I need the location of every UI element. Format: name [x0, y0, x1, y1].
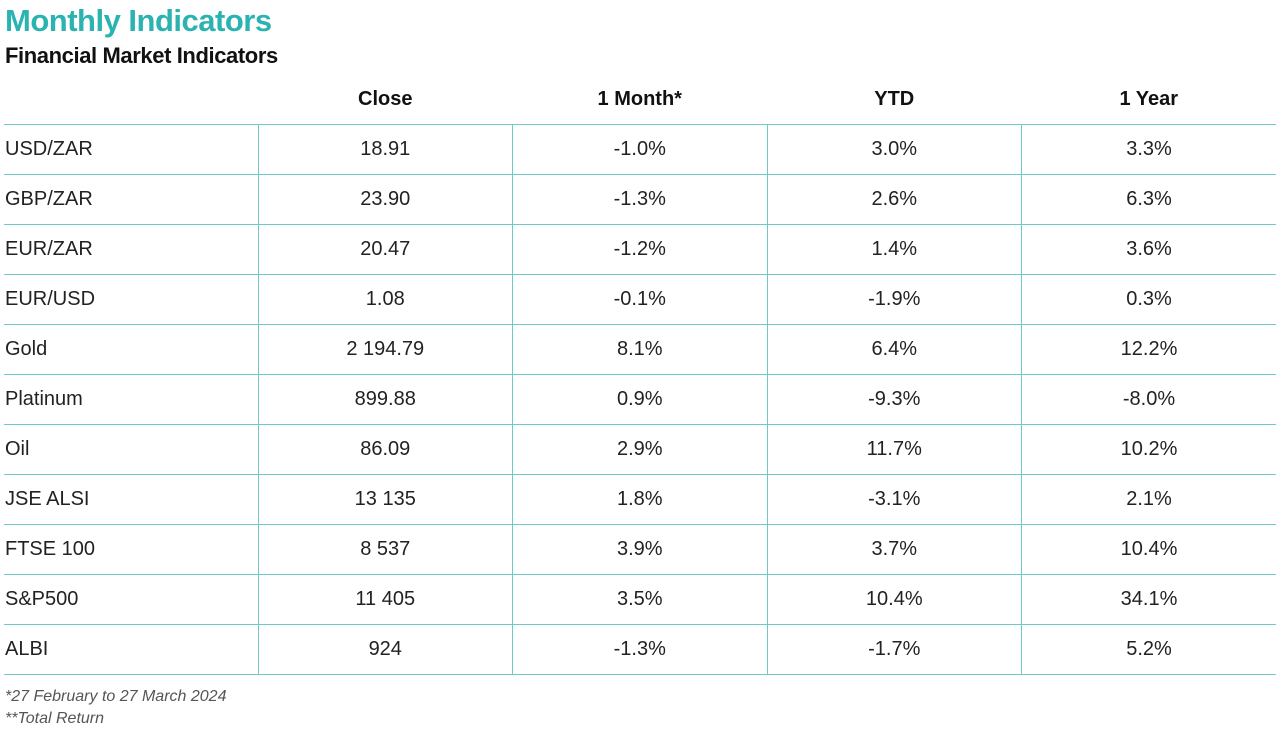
- indicators-table: Close 1 Month* YTD 1 Year USD/ZAR 18.91 …: [4, 74, 1276, 675]
- one-year-cell: 3.6%: [1021, 224, 1276, 275]
- ytd-cell: 6.4%: [766, 324, 1022, 375]
- column-header-ytd: YTD: [767, 74, 1022, 125]
- column-header-label: [4, 74, 258, 125]
- one-year-cell: 5.2%: [1021, 624, 1276, 675]
- one-month-cell: -1.2%: [512, 224, 767, 275]
- table-row: S&P500 11 405 3.5% 10.4% 34.1%: [4, 574, 1276, 625]
- ytd-cell: -9.3%: [766, 374, 1022, 425]
- ytd-cell: -1.9%: [766, 274, 1022, 325]
- ytd-cell: 10.4%: [766, 574, 1022, 625]
- row-label: ALBI: [4, 624, 258, 675]
- footnotes: *27 February to 27 March 2024 **Total Re…: [5, 686, 226, 730]
- row-label: JSE ALSI: [4, 474, 258, 525]
- one-month-cell: 2.9%: [512, 424, 767, 475]
- close-cell: 899.88: [257, 374, 513, 425]
- table-header-row: Close 1 Month* YTD 1 Year: [4, 74, 1276, 125]
- column-header-1-year: 1 Year: [1021, 74, 1276, 125]
- close-cell: 11 405: [257, 574, 513, 625]
- table-row: JSE ALSI 13 135 1.8% -3.1% 2.1%: [4, 474, 1276, 525]
- one-year-cell: 12.2%: [1021, 324, 1276, 375]
- ytd-cell: 11.7%: [766, 424, 1022, 475]
- one-month-cell: 3.9%: [512, 524, 767, 575]
- one-year-cell: 3.3%: [1021, 124, 1276, 175]
- table-row: Oil 86.09 2.9% 11.7% 10.2%: [4, 424, 1276, 475]
- footnote-period: *27 February to 27 March 2024: [5, 688, 227, 705]
- row-label: Oil: [4, 424, 258, 475]
- row-label: EUR/ZAR: [4, 224, 258, 275]
- table-row: EUR/USD 1.08 -0.1% -1.9% 0.3%: [4, 274, 1276, 325]
- page-title: Monthly Indicators: [5, 3, 272, 38]
- ytd-cell: 2.6%: [766, 174, 1022, 225]
- one-year-cell: 10.2%: [1021, 424, 1276, 475]
- row-label: EUR/USD: [4, 274, 258, 325]
- ytd-cell: -3.1%: [766, 474, 1022, 525]
- row-label: Platinum: [4, 374, 258, 425]
- table-header: Close 1 Month* YTD 1 Year: [4, 74, 1276, 125]
- one-year-cell: 6.3%: [1021, 174, 1276, 225]
- column-header-1-month: 1 Month*: [512, 74, 767, 125]
- footnote-total-return: **Total Return: [5, 710, 105, 727]
- table-row: EUR/ZAR 20.47 -1.2% 1.4% 3.6%: [4, 224, 1276, 275]
- row-label: FTSE 100: [4, 524, 258, 575]
- page-subtitle: Financial Market Indicators: [5, 43, 278, 68]
- table-row: Platinum 899.88 0.9% -9.3% -8.0%: [4, 374, 1276, 425]
- close-cell: 23.90: [257, 174, 513, 225]
- row-label: S&P500: [4, 574, 258, 625]
- close-cell: 8 537: [257, 524, 513, 575]
- one-month-cell: 8.1%: [512, 324, 767, 375]
- one-year-cell: 0.3%: [1021, 274, 1276, 325]
- one-month-cell: -1.0%: [512, 124, 767, 175]
- one-month-cell: 0.9%: [512, 374, 767, 425]
- close-cell: 18.91: [257, 124, 513, 175]
- close-cell: 1.08: [257, 274, 513, 325]
- one-year-cell: 2.1%: [1021, 474, 1276, 525]
- ytd-cell: 3.0%: [766, 124, 1022, 175]
- close-cell: 86.09: [257, 424, 513, 475]
- one-month-cell: -1.3%: [512, 624, 767, 675]
- one-month-cell: 3.5%: [512, 574, 767, 625]
- row-label: USD/ZAR: [4, 124, 258, 175]
- table-row: ALBI 924 -1.3% -1.7% 5.2%: [4, 624, 1276, 675]
- close-cell: 20.47: [257, 224, 513, 275]
- one-year-cell: 34.1%: [1021, 574, 1276, 625]
- column-header-close: Close: [258, 74, 513, 125]
- close-cell: 13 135: [257, 474, 513, 525]
- close-cell: 2 194.79: [257, 324, 513, 375]
- one-month-cell: 1.8%: [512, 474, 767, 525]
- ytd-cell: 1.4%: [766, 224, 1022, 275]
- close-cell: 924: [257, 624, 513, 675]
- row-label: Gold: [4, 324, 258, 375]
- one-year-cell: -8.0%: [1021, 374, 1276, 425]
- one-month-cell: -1.3%: [512, 174, 767, 225]
- one-year-cell: 10.4%: [1021, 524, 1276, 575]
- table-row: Gold 2 194.79 8.1% 6.4% 12.2%: [4, 324, 1276, 375]
- table-row: FTSE 100 8 537 3.9% 3.7% 10.4%: [4, 524, 1276, 575]
- table-row: GBP/ZAR 23.90 -1.3% 2.6% 6.3%: [4, 174, 1276, 225]
- ytd-cell: 3.7%: [766, 524, 1022, 575]
- table-row: USD/ZAR 18.91 -1.0% 3.0% 3.3%: [4, 124, 1276, 175]
- ytd-cell: -1.7%: [766, 624, 1022, 675]
- row-label: GBP/ZAR: [4, 174, 258, 225]
- one-month-cell: -0.1%: [512, 274, 767, 325]
- table-body: USD/ZAR 18.91 -1.0% 3.0% 3.3% GBP/ZAR 23…: [4, 124, 1276, 675]
